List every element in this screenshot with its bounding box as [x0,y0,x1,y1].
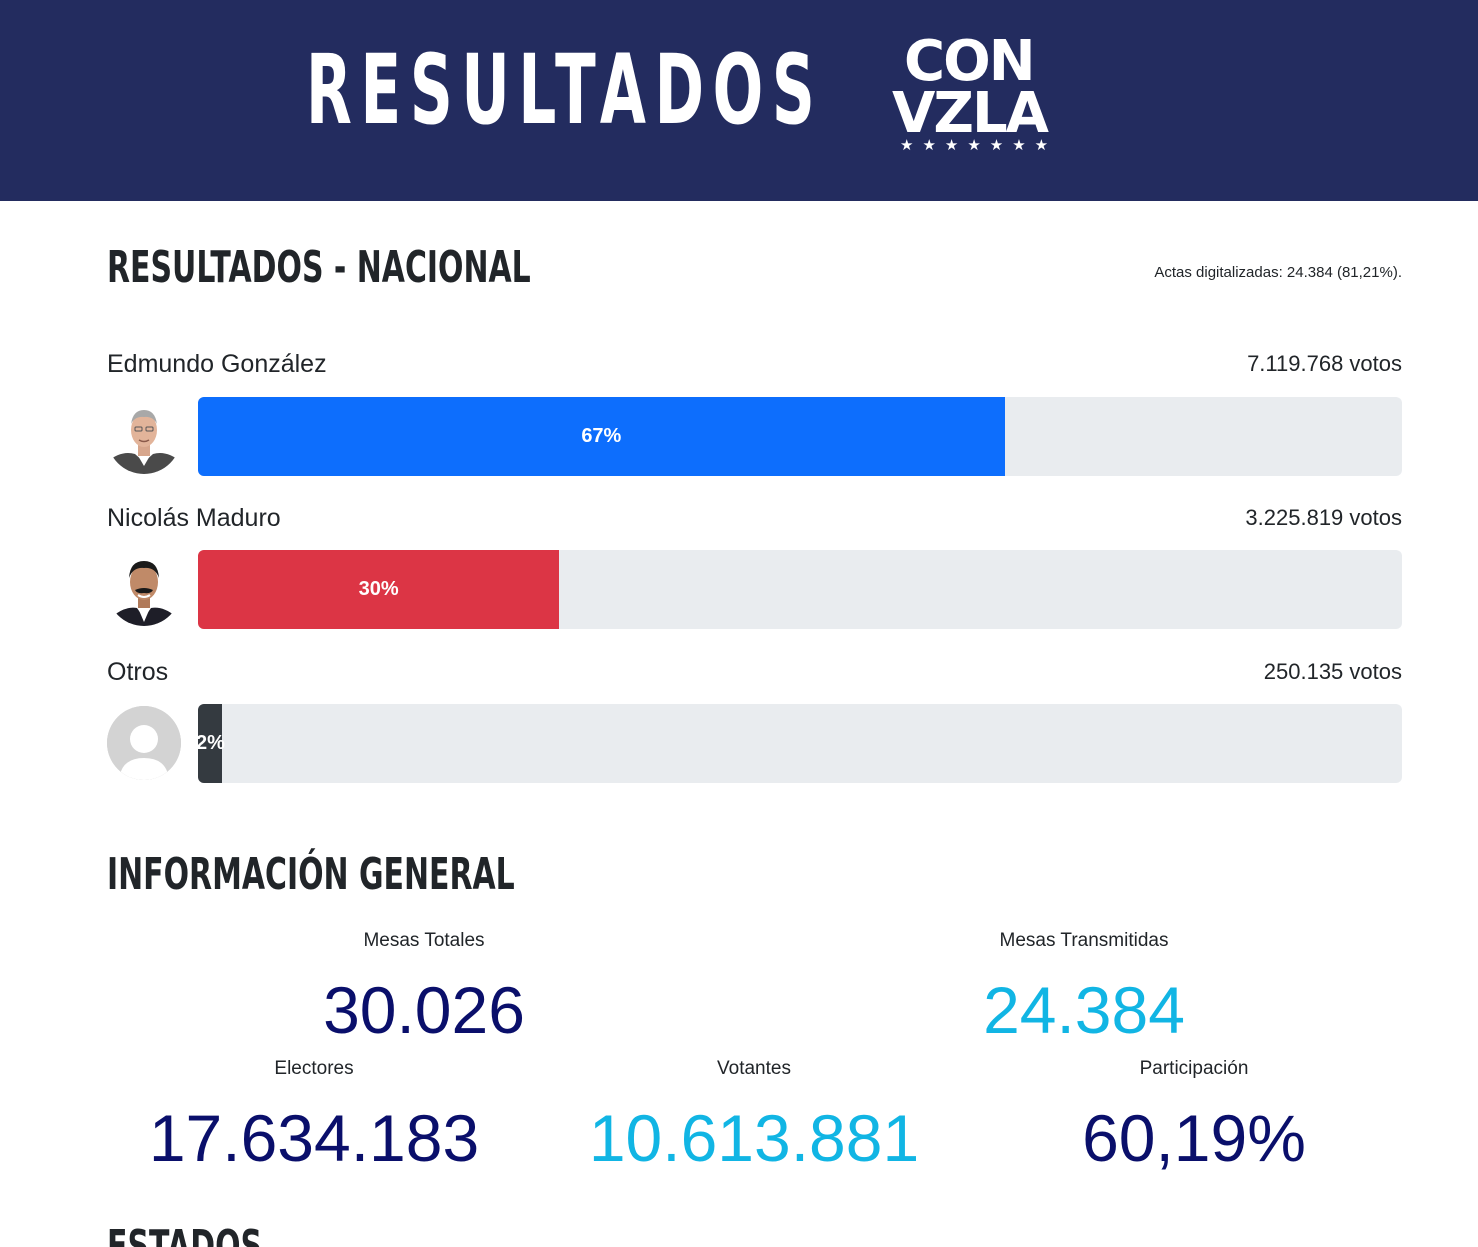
default-avatar-icon [107,706,181,780]
candidate-votes: 3.225.819 votos [1245,505,1402,530]
progress-percent-label: 67% [581,425,622,447]
candidate-progress-bar: 2% [198,704,1402,783]
participacion-value: 60,19% [1082,1101,1306,1175]
candidate-progress-bar: 67% [198,397,1402,476]
mesas-transmitidas-value: 24.384 [983,973,1185,1047]
candidate-photo-maduro [107,552,181,626]
progress-fill: 67% [198,397,1005,476]
logo-line1: CON [904,29,1036,94]
header-title: RESULTADOS [306,34,824,146]
candidate-progress-bar: 30% [198,550,1402,629]
mesas-totales-value: 30.026 [323,973,525,1047]
mesas-totales-label: Mesas Totales [363,930,485,951]
logo-stars: ★★★★★★★ [900,137,1058,154]
logo-line2: VZLA [892,81,1049,146]
con-vzla-logo: CON VZLA ★★★★★★★ [890,32,1070,157]
votantes-label: Votantes [717,1058,791,1079]
candidate-photo-gonzalez [107,400,181,474]
candidate-name: Nicolás Maduro [107,504,281,532]
progress-percent-label: 30% [358,578,399,600]
mesas-transmitidas-label: Mesas Transmitidas [999,930,1169,951]
candidate-votes: 7.119.768 votos [1247,351,1402,376]
estados-title: ESTADOS [107,1221,263,1247]
candidate-votes: 250.135 votos [1263,659,1402,684]
national-results-title: RESULTADOS - NACIONAL [107,242,531,293]
electores-value: 17.634.183 [148,1101,480,1175]
site-header: RESULTADOS CON VZLA ★★★★★★★ [0,0,1478,201]
progress-fill: 2% [198,704,225,783]
progress-fill: 30% [198,550,560,629]
participacion-label: Participación [1139,1058,1249,1079]
general-info-title: INFORMACIÓN GENERAL [107,849,515,900]
electores-label: Electores [274,1058,354,1079]
actas-digitalizadas: Actas digitalizadas: 24.384 (81,21%). [1154,264,1402,281]
progress-percent-label: 2% [198,732,225,754]
candidate-name: Edmundo González [107,350,327,378]
votantes-value: 10.613.881 [588,1101,920,1175]
candidate-name: Otros [107,658,169,686]
